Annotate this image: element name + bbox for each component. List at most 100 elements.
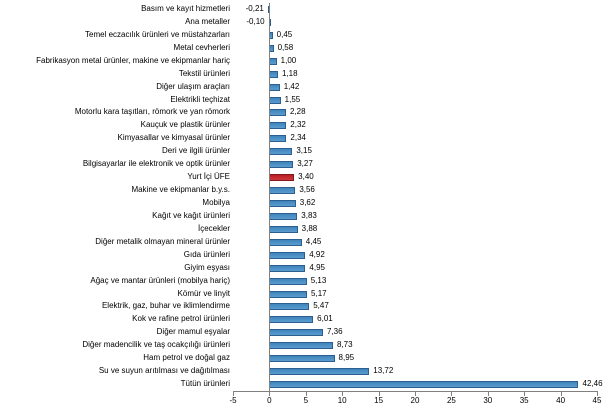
category-label: Ham petrol ve doğal gaz	[143, 353, 230, 363]
value-label: 5,13	[310, 275, 327, 285]
category-label: Yurt İçi ÜFE	[187, 172, 230, 182]
value-label: 6,01	[317, 314, 333, 324]
bar	[269, 329, 323, 337]
bar	[269, 368, 370, 376]
x-tick-label: 45	[592, 396, 602, 405]
x-axis-tick	[342, 392, 343, 396]
value-label: 4,45	[305, 236, 322, 246]
value-label: -0,10	[246, 16, 265, 26]
category-label: Kağıt ve kağıt ürünleri	[152, 210, 230, 220]
x-axis	[233, 391, 598, 392]
category-label: Diğer madencilik ve taş ocakçılığı ürünl…	[82, 340, 230, 350]
category-label: Kimyasallar ve kimyasal ürünler	[117, 133, 230, 143]
x-axis-tick	[306, 392, 307, 396]
bar	[269, 57, 277, 65]
value-label: 4,92	[309, 249, 325, 259]
bar	[269, 264, 306, 272]
value-label: 0,45	[276, 29, 293, 39]
category-label: Mobilya	[202, 198, 230, 207]
x-axis-tick	[379, 392, 380, 396]
category-label: Elektrikli teçhizat	[170, 94, 230, 104]
category-label: Metal cevherleri	[173, 42, 230, 52]
x-axis-tick	[233, 392, 234, 396]
value-label: 1,18	[281, 68, 298, 78]
category-label: Su ve suyun arıtılması ve dağıtılması	[98, 366, 230, 376]
bar	[269, 277, 307, 285]
bar	[269, 342, 333, 350]
value-label: 1,42	[283, 81, 300, 91]
x-tick-label: 30	[483, 396, 493, 405]
category-label: Motorlu kara taşıtları, römork ve yan rö…	[74, 107, 230, 117]
bar	[269, 238, 302, 246]
value-label: 3,15	[296, 146, 312, 156]
bar	[269, 122, 287, 130]
value-label: 4,95	[309, 262, 325, 272]
category-label: Temel eczacılık ürünleri ve müstahzarlar…	[85, 29, 230, 39]
x-tick-label: 35	[519, 396, 529, 405]
bar	[269, 161, 294, 169]
x-tick-label: 25	[446, 396, 456, 405]
value-label: 1,55	[284, 94, 301, 104]
category-label: Ağaç ve mantar ürünleri (mobilya hariç)	[90, 275, 230, 285]
x-axis-tick	[561, 392, 562, 396]
category-label: Tütün ürünleri	[180, 379, 230, 389]
category-label: İçecekler	[197, 223, 230, 233]
category-label: Bilgisayarlar ile elektronik ve optik ür…	[82, 159, 230, 169]
x-axis-tick	[524, 392, 525, 396]
category-label: Deri ve ilgili ürünler	[161, 146, 230, 156]
category-label: Makine ve ekipmanlar b.y.s.	[131, 185, 230, 195]
x-axis-tick	[451, 392, 452, 396]
x-tick-label: -5	[229, 396, 237, 405]
x-axis-tick	[488, 392, 489, 396]
bar	[269, 135, 287, 143]
bar	[269, 109, 286, 117]
y-axis	[269, 3, 270, 391]
bar	[269, 187, 296, 195]
value-label: 2,32	[290, 120, 306, 130]
x-axis-tick	[269, 392, 270, 396]
category-label: Diğer ulaşım araçları	[156, 81, 230, 91]
bar	[269, 212, 298, 220]
category-label: Giyim eşyası	[184, 262, 230, 272]
x-tick-label: 5	[303, 396, 309, 405]
value-label: 42,46	[582, 379, 603, 389]
category-label: Tekstil ürünleri	[178, 68, 230, 78]
bar	[269, 44, 274, 52]
bar	[269, 355, 335, 363]
bar	[269, 96, 281, 104]
category-label: Kömür ve linyit	[177, 288, 230, 298]
value-label: 2,34	[290, 133, 306, 143]
category-label: Gıda ürünleri	[183, 249, 230, 259]
bar	[269, 381, 579, 389]
value-label: 0,58	[277, 42, 294, 52]
value-label: 5,47	[313, 301, 329, 311]
bar	[269, 70, 278, 78]
bar	[269, 225, 298, 233]
value-label: 3,62	[299, 198, 316, 207]
x-tick-label: 10	[337, 396, 347, 405]
value-label: 3,83	[301, 210, 317, 220]
x-axis-tick	[597, 392, 598, 396]
x-tick-label: 0	[267, 396, 272, 405]
category-label: Diğer metalik olmayan mineral ürünler	[95, 236, 230, 246]
value-label: 1,00	[280, 55, 297, 65]
value-label: 8,95	[338, 353, 355, 363]
highlight-bar	[269, 174, 295, 182]
category-label: Diğer mamul eşyalar	[156, 327, 230, 337]
category-label: Elektrik, gaz, buhar ve iklimlendirme	[101, 301, 230, 311]
value-label: 2,28	[289, 107, 306, 117]
x-tick-label: 15	[374, 396, 384, 405]
bar	[269, 148, 293, 156]
bar	[269, 303, 310, 311]
value-label: 3,40	[298, 172, 314, 182]
value-label: 7,36	[326, 327, 343, 337]
value-label: 8,73	[336, 340, 353, 350]
value-label: -0,21	[245, 4, 264, 13]
value-label: 5,17	[311, 288, 327, 298]
category-label: Kok ve rafine petrol ürünleri	[132, 314, 230, 324]
category-label: Fabrikasyon metal ürünler, makine ve eki…	[36, 55, 230, 65]
x-tick-label: 40	[556, 396, 566, 405]
category-label: Ana metaller	[185, 16, 230, 26]
category-label: Kauçuk ve plastik ürünler	[140, 120, 230, 130]
